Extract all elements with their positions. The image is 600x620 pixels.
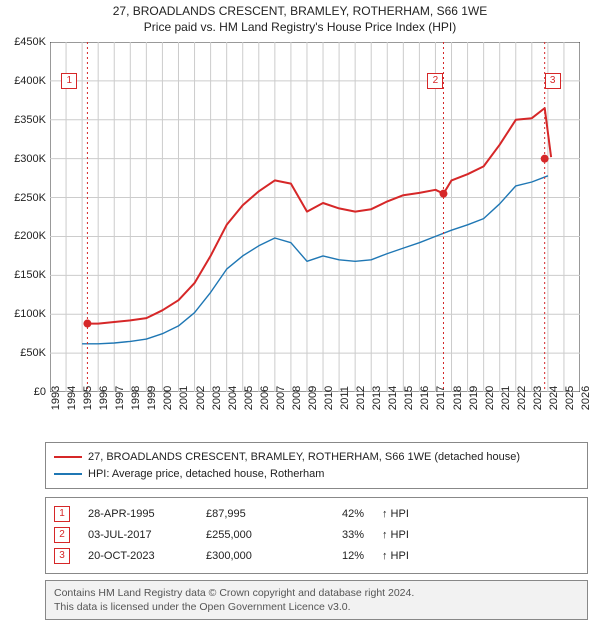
x-tick-label: 2019 [468,386,480,410]
x-tick-label: 1994 [66,386,78,410]
transaction-price: £87,995 [206,504,296,525]
chart-marker-1: 1 [61,73,77,89]
title-address: 27, BROADLANDS CRESCENT, BRAMLEY, ROTHER… [0,4,600,18]
x-tick-label: 2024 [548,386,560,410]
legend-box: 27, BROADLANDS CRESCENT, BRAMLEY, ROTHER… [45,442,588,489]
x-tick-label: 2022 [516,386,528,410]
x-tick-label: 1995 [82,386,94,410]
transaction-marker: 3 [54,548,70,564]
transaction-pct: 42% [314,504,364,525]
chart-plot-area: £0£50K£100K£150K£200K£250K£300K£350K£400… [50,42,580,392]
x-tick-label: 2018 [452,386,464,410]
transaction-price: £300,000 [206,546,296,567]
transaction-row: 2 03-JUL-2017 £255,000 33% ↑ HPI [54,525,579,546]
transaction-marker: 1 [54,506,70,522]
attribution-line-1: Contains HM Land Registry data © Crown c… [54,586,579,600]
transaction-date: 28-APR-1995 [88,504,188,525]
x-tick-label: 2017 [435,386,447,410]
transaction-row: 3 20-OCT-2023 £300,000 12% ↑ HPI [54,546,579,567]
chart-svg [50,42,580,392]
x-tick-label: 1993 [50,386,62,410]
x-tick-label: 1996 [98,386,110,410]
x-tick-label: 2025 [564,386,576,410]
x-tick-label: 1998 [130,386,142,410]
x-tick-label: 2011 [339,386,351,410]
transaction-suffix: ↑ HPI [382,546,409,567]
x-tick-label: 2021 [500,386,512,410]
attribution-box: Contains HM Land Registry data © Crown c… [45,580,588,620]
x-tick-label: 2026 [580,386,592,410]
x-tick-label: 2016 [419,386,431,410]
x-tick-label: 2004 [227,386,239,410]
x-tick-label: 2006 [259,386,271,410]
y-tick-label: £50K [2,347,46,359]
x-tick-label: 2007 [275,386,287,410]
legend-swatch [54,456,82,458]
transaction-pct: 33% [314,525,364,546]
x-tick-label: 2014 [387,386,399,410]
x-tick-label: 2013 [371,386,383,410]
title-subtitle: Price paid vs. HM Land Registry's House … [0,20,600,34]
legend-swatch [54,473,82,475]
chart-marker-2: 2 [427,73,443,89]
x-tick-label: 2012 [355,386,367,410]
y-tick-label: £200K [2,230,46,242]
y-tick-label: £350K [2,114,46,126]
transaction-suffix: ↑ HPI [382,525,409,546]
x-tick-label: 2002 [195,386,207,410]
transactions-box: 1 28-APR-1995 £87,995 42% ↑ HPI 2 03-JUL-2017 £… [45,497,588,574]
transaction-suffix: ↑ HPI [382,504,409,525]
y-tick-label: £400K [2,75,46,87]
y-tick-label: £150K [2,269,46,281]
transaction-row: 1 28-APR-1995 £87,995 42% ↑ HPI [54,504,579,525]
x-tick-label: 2008 [291,386,303,410]
y-tick-label: £250K [2,192,46,204]
x-tick-label: 2020 [484,386,496,410]
x-tick-label: 2000 [162,386,174,410]
chart-marker-3: 3 [545,73,561,89]
legend-item: HPI: Average price, detached house, Roth… [54,466,579,483]
attribution-line-2: This data is licensed under the Open Gov… [54,600,579,614]
x-tick-label: 2009 [307,386,319,410]
legend-label: HPI: Average price, detached house, Roth… [88,466,324,483]
x-tick-label: 2010 [323,386,335,410]
y-tick-label: £100K [2,308,46,320]
chart-container: 27, BROADLANDS CRESCENT, BRAMLEY, ROTHER… [0,0,600,590]
x-tick-label: 2023 [532,386,544,410]
legend-item: 27, BROADLANDS CRESCENT, BRAMLEY, ROTHER… [54,449,579,466]
x-tick-label: 2005 [243,386,255,410]
legend-label: 27, BROADLANDS CRESCENT, BRAMLEY, ROTHER… [88,449,520,466]
transaction-date: 03-JUL-2017 [88,525,188,546]
transaction-price: £255,000 [206,525,296,546]
x-tick-label: 2001 [178,386,190,410]
x-tick-label: 1997 [114,386,126,410]
x-tick-label: 2015 [403,386,415,410]
y-tick-label: £450K [2,36,46,48]
chart-titles: 27, BROADLANDS CRESCENT, BRAMLEY, ROTHER… [0,0,600,34]
y-tick-label: £300K [2,153,46,165]
y-tick-label: £0 [2,386,46,398]
transaction-marker: 2 [54,527,70,543]
transaction-pct: 12% [314,546,364,567]
transaction-date: 20-OCT-2023 [88,546,188,567]
x-tick-label: 2003 [211,386,223,410]
x-tick-label: 1999 [146,386,158,410]
